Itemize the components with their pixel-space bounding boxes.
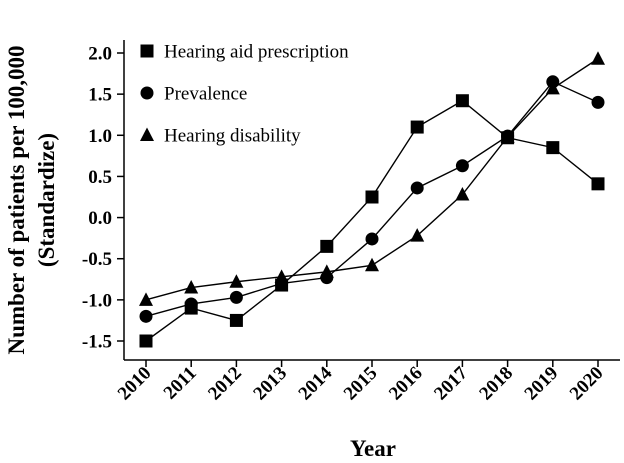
- data-point-hearing-aid-prescription: [229, 313, 243, 327]
- data-point-hearing-disability: [319, 264, 334, 278]
- data-point-hearing-disability: [184, 280, 199, 294]
- y-axis-title-group: Number of patients per 100,000 (Standard…: [4, 45, 59, 354]
- y-tick-label: 0.5: [88, 167, 112, 188]
- data-point-hearing-aid-prescription: [365, 190, 379, 204]
- legend-item-hearing-aid-prescription: Hearing aid prescription: [140, 42, 349, 63]
- legend-marker-hearing-disability: [140, 127, 154, 141]
- y-tick-label: -1.5: [82, 332, 112, 353]
- legend-marker-hearing-aid-prescription: [140, 44, 154, 58]
- x-tick-label: 2020: [566, 363, 608, 405]
- data-point-prevalence: [591, 95, 605, 109]
- data-point-hearing-aid-prescription: [546, 141, 560, 155]
- data-point-prevalence: [184, 297, 198, 311]
- axes: 2.0 1.5 1.0 0.5 0.0 -0.5 -1.0 -1.5 2010 2011 2012…: [82, 40, 620, 404]
- y-axis-title-line2: (Standardize): [34, 133, 59, 267]
- x-ticks: 2010 2011 2012 2013 2014 2015 2016 2017 2018 2019…: [114, 360, 608, 404]
- y-ticks: 2.0 1.5 1.0 0.5 0.0 -0.5 -1.0 -1.5: [82, 44, 124, 353]
- x-tick-label: 2017: [430, 362, 472, 404]
- data-point-prevalence: [365, 232, 379, 246]
- data-point-hearing-disability: [229, 274, 244, 288]
- y-axis-title-line1: Number of patients per 100,000: [4, 45, 29, 354]
- x-tick-label: 2015: [340, 363, 382, 405]
- legend-label: Prevalence: [164, 84, 247, 105]
- x-tick-label: 2013: [249, 363, 291, 405]
- data-point-hearing-disability: [139, 292, 153, 306]
- y-tick-label: 2.0: [88, 44, 112, 65]
- legend-marker-prevalence: [140, 86, 154, 100]
- data-point-hearing-disability: [274, 269, 289, 283]
- data-point-prevalence: [410, 181, 424, 195]
- data-point-hearing-disability: [545, 80, 560, 95]
- x-tick-label: 2010: [114, 363, 156, 405]
- data-point-hearing-aid-prescription: [591, 177, 605, 191]
- y-tick-label: 0.0: [88, 208, 112, 229]
- x-tick-label: 2011: [160, 363, 201, 404]
- series-hearing-disability: [139, 51, 605, 306]
- data-point-hearing-aid-prescription: [320, 239, 334, 253]
- x-tick-label: 2019: [521, 363, 563, 405]
- y-tick-label: 1.5: [88, 85, 112, 106]
- y-tick-label: -1.0: [82, 290, 112, 311]
- legend-item-hearing-disability: Hearing disability: [140, 126, 301, 147]
- data-point-hearing-aid-prescription: [410, 120, 424, 134]
- y-tick-label: 1.0: [88, 126, 112, 147]
- x-axis-title: Year: [350, 436, 396, 461]
- series-layer: [139, 51, 605, 348]
- data-point-hearing-disability: [455, 187, 470, 201]
- legend: Hearing aid prescription Prevalence Hearin…: [140, 42, 349, 147]
- y-tick-label: -0.5: [82, 249, 112, 270]
- data-point-hearing-disability: [365, 257, 379, 272]
- legend-item-prevalence: Prevalence: [140, 84, 247, 105]
- data-point-prevalence: [139, 309, 153, 323]
- legend-label: Hearing aid prescription: [164, 42, 349, 63]
- data-point-prevalence: [455, 159, 469, 173]
- data-point-hearing-disability: [410, 228, 425, 242]
- data-point-hearing-aid-prescription: [139, 334, 153, 348]
- data-point-hearing-disability: [500, 129, 515, 143]
- x-tick-label: 2018: [475, 363, 517, 405]
- legend-label: Hearing disability: [164, 126, 301, 147]
- x-tick-label: 2012: [204, 363, 246, 405]
- x-tick-label: 2016: [385, 363, 427, 405]
- x-tick-label: 2014: [295, 362, 337, 404]
- data-point-hearing-disability: [591, 51, 605, 65]
- data-point-hearing-aid-prescription: [455, 94, 469, 108]
- data-point-prevalence: [229, 290, 243, 304]
